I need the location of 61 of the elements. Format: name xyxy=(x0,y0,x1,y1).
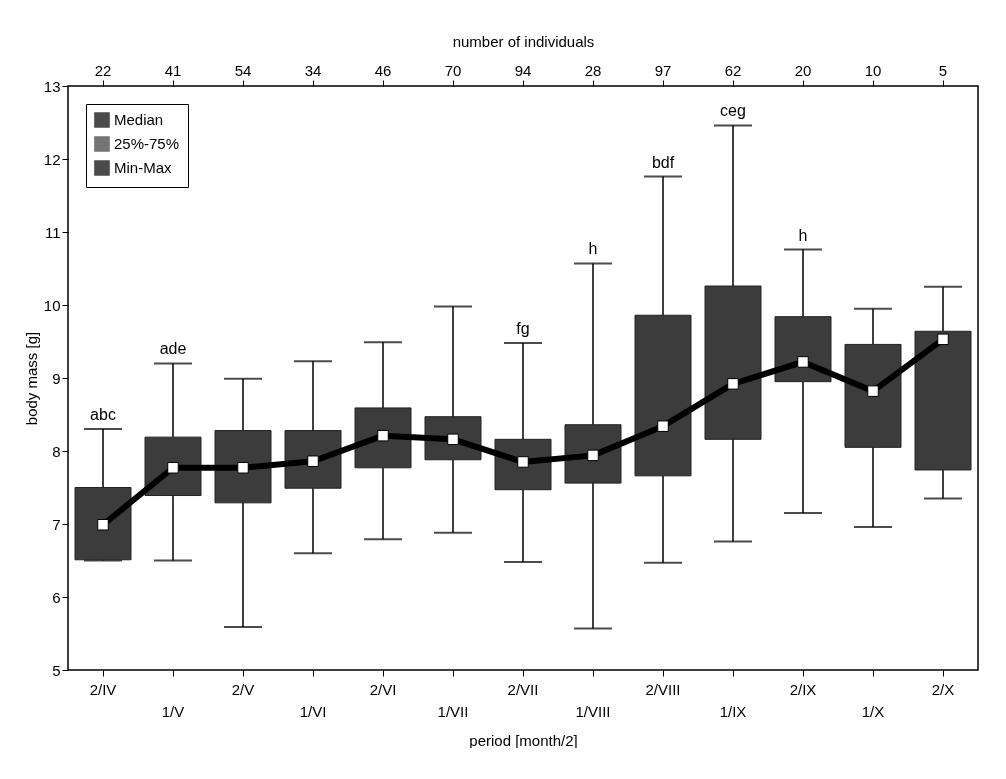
annotation: 62 xyxy=(724,61,742,79)
y-tick-label: 9 xyxy=(52,369,61,387)
annotation: 94 xyxy=(514,61,532,79)
point xyxy=(377,429,389,442)
y-tick-label: 8 xyxy=(52,442,61,460)
annotation: 70 xyxy=(444,61,462,79)
y-tick-label: 11 xyxy=(44,223,61,241)
point xyxy=(727,378,739,390)
annotation: 22 xyxy=(94,61,112,79)
x-tick-label: 2/V xyxy=(231,680,255,698)
x-tick-label: 2/IX xyxy=(789,680,817,698)
annotation: Min-Max xyxy=(114,159,172,176)
x-tick-label: 1/VI xyxy=(299,702,327,720)
x-tick-label: 1/VII xyxy=(437,702,469,720)
annotation: h xyxy=(588,240,598,258)
annotation: ade xyxy=(159,340,187,358)
point xyxy=(517,456,529,468)
annotation: 20 xyxy=(794,61,812,79)
point xyxy=(167,462,179,474)
annotation: 34 xyxy=(304,61,322,79)
y-axis-title: body mass [g] xyxy=(22,331,40,426)
x-tick-label: 2/VI xyxy=(369,680,397,698)
x-tick-label: 1/X xyxy=(861,702,885,720)
point xyxy=(237,462,249,474)
annotation: 54 xyxy=(234,61,252,79)
annotation: 46 xyxy=(374,61,392,79)
x2-axis-title: number of individuals xyxy=(452,32,595,50)
point xyxy=(307,455,319,467)
y-tick-label: 6 xyxy=(52,588,61,606)
y-tick-label: 12 xyxy=(43,150,61,168)
point xyxy=(447,433,459,446)
annotation: ceg xyxy=(720,102,746,120)
y-tick-label: 5 xyxy=(52,661,61,679)
x-tick-label: 1/IX xyxy=(719,702,747,720)
y-tick-label: 13 xyxy=(43,77,61,95)
y-tick-label: 10 xyxy=(43,296,61,314)
point xyxy=(587,449,599,462)
y-tick-label: 7 xyxy=(52,515,61,533)
point xyxy=(937,333,949,346)
point xyxy=(867,385,879,397)
annotation: fg xyxy=(516,319,530,337)
point xyxy=(797,356,809,368)
annotation: 41 xyxy=(164,61,182,79)
annotation: 10 xyxy=(864,61,882,79)
x-tick-label: 2/IV xyxy=(89,680,117,698)
x-tick-label: 1/VIII xyxy=(575,702,611,720)
x-tick-label: 1/V xyxy=(161,702,185,720)
point xyxy=(657,420,669,432)
annotation: 5 xyxy=(938,61,948,79)
annotation: abc xyxy=(90,406,116,424)
x-axis-title: period [month/2] xyxy=(469,731,578,749)
legend-label: 25%-75% xyxy=(114,135,180,152)
x-tick-label: 2/VIII xyxy=(645,680,681,698)
x-tick-label: 2/X xyxy=(931,680,955,698)
x-tick-label: 2/VII xyxy=(507,680,539,698)
annotation: bdf xyxy=(651,153,675,171)
point xyxy=(97,518,109,531)
annotation: h xyxy=(798,226,808,244)
legend-label: Median xyxy=(114,111,164,128)
annotation: 97 xyxy=(654,61,672,79)
annotation: 28 xyxy=(584,61,602,79)
